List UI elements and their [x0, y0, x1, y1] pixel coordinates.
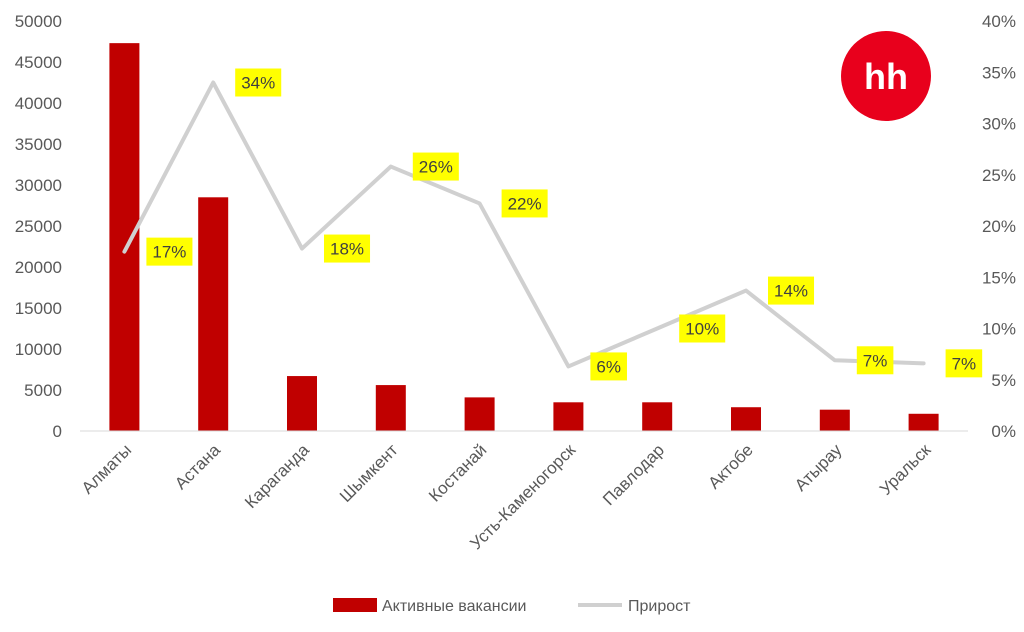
growth-label-bg: [679, 314, 726, 343]
category-label: Актобе: [704, 440, 756, 492]
legend-line-label: Прирост: [628, 598, 691, 615]
right-tick-label: 35%: [982, 63, 1016, 82]
growth-label: 18%: [324, 234, 371, 263]
growth-label: 6%: [590, 352, 627, 381]
bar-series: [109, 43, 939, 431]
right-tick-label: 10%: [982, 320, 1016, 339]
growth-label: 14%: [768, 276, 815, 305]
growth-label-bg: [768, 276, 815, 305]
category-label: Алматы: [78, 440, 135, 497]
legend-bar-label: Активные вакансии: [382, 598, 526, 615]
left-tick-label: 45000: [15, 53, 62, 72]
growth-label: 17%: [146, 237, 193, 266]
left-tick-label: 40000: [15, 94, 62, 113]
bar: [908, 413, 939, 431]
right-tick-label: 15%: [982, 268, 1016, 287]
growth-label-bg: [945, 349, 983, 378]
bar: [375, 385, 406, 431]
right-tick-label: 30%: [982, 115, 1016, 134]
category-label: Костанай: [425, 440, 490, 505]
hh-logo-circle: [841, 31, 931, 121]
growth-label-bg: [412, 152, 459, 181]
growth-label-bg: [590, 352, 627, 381]
bar: [198, 197, 229, 431]
growth-label-bg: [324, 234, 371, 263]
left-tick-label: 20000: [15, 258, 62, 277]
growth-label-bg: [146, 237, 193, 266]
growth-label: 26%: [412, 152, 459, 181]
bar: [642, 402, 673, 431]
growth-label-text: 18%: [330, 240, 364, 259]
bar: [464, 397, 495, 431]
right-tick-label: 20%: [982, 217, 1016, 236]
growth-label-bg: [856, 346, 894, 375]
hh-logo-text: hh: [864, 56, 908, 97]
right-tick-label: 0%: [991, 422, 1016, 441]
growth-label-text: 7%: [952, 354, 977, 373]
growth-label-text: 14%: [774, 282, 808, 301]
left-tick-label: 25000: [15, 217, 62, 236]
legend-bar-swatch: [333, 598, 377, 612]
growth-label-text: 22%: [508, 194, 542, 213]
category-label: Караганда: [241, 440, 313, 512]
growth-label-text: 7%: [863, 351, 888, 370]
category-label: Шымкент: [336, 440, 402, 506]
growth-label: 34%: [235, 68, 282, 97]
growth-label-text: 6%: [596, 357, 621, 376]
right-axis-ticks: 0% 5% 10% 15% 20% 25% 30% 35% 40%: [982, 12, 1016, 441]
growth-label: 10%: [679, 314, 726, 343]
right-tick-label: 25%: [982, 166, 1016, 185]
left-tick-label: 0: [53, 422, 62, 441]
left-tick-label: 30000: [15, 176, 62, 195]
right-tick-label: 5%: [991, 371, 1016, 390]
left-axis-ticks: 0 5000 10000 15000 20000 25000 30000 35000 40000…: [15, 12, 62, 441]
growth-label: 7%: [856, 346, 894, 375]
growth-label-text: 26%: [419, 158, 453, 177]
growth-data-labels: 17% 34% 18% 26% 22% 6% 10% 14% 7% 7%: [146, 68, 983, 381]
legend: Активные вакансии Прирост: [333, 598, 691, 615]
left-tick-label: 15000: [15, 299, 62, 318]
growth-label-bg: [235, 68, 282, 97]
category-label: Павлодар: [599, 440, 668, 509]
growth-label-bg: [501, 189, 548, 218]
category-labels: Алматы Астана Караганда Шымкент КостанайУсть…: [78, 440, 935, 553]
growth-label-text: 34%: [241, 74, 275, 93]
growth-label: 7%: [945, 349, 983, 378]
bar: [109, 43, 140, 431]
growth-label: 22%: [501, 189, 548, 218]
category-label: Уральск: [876, 440, 935, 499]
hh-logo: hh: [841, 31, 931, 121]
left-tick-label: 35000: [15, 135, 62, 154]
left-tick-label: 10000: [15, 340, 62, 359]
bar: [819, 409, 850, 431]
category-label: Астана: [171, 440, 224, 493]
category-label: Атырау: [791, 440, 846, 495]
right-tick-label: 40%: [982, 12, 1016, 31]
bar: [553, 402, 584, 431]
left-tick-label: 5000: [24, 381, 62, 400]
growth-label-text: 10%: [685, 320, 719, 339]
left-tick-label: 50000: [15, 12, 62, 31]
growth-line: [122, 80, 926, 369]
growth-label-text: 17%: [152, 243, 186, 262]
bar: [731, 407, 761, 431]
bar: [287, 376, 317, 431]
